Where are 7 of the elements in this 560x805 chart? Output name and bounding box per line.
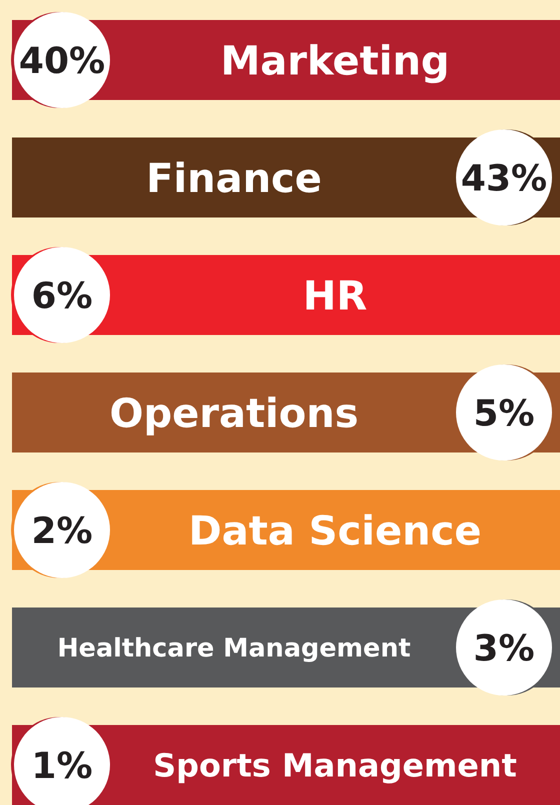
category-label: Sports Management — [153, 746, 517, 784]
category-label: Marketing — [220, 38, 450, 84]
category-label: Finance — [146, 156, 322, 202]
category-label: HR — [302, 273, 368, 320]
category-label: Healthcare Management — [57, 634, 411, 664]
category-label: Data Science — [188, 508, 482, 554]
category-label: Operations — [109, 390, 359, 437]
